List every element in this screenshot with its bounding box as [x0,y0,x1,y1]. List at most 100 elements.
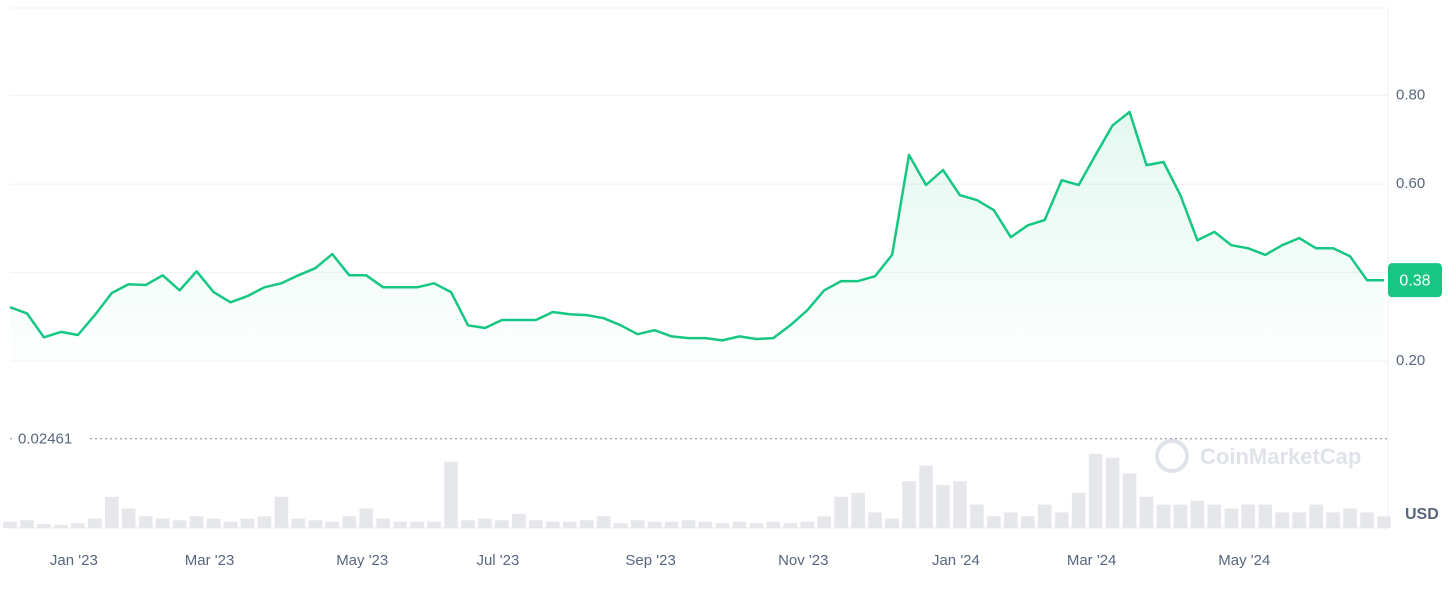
volume-bar [71,523,85,528]
volume-bar [274,496,289,528]
x-tick-label: Jul '23 [476,552,519,569]
y-tick-label: 0.20 [1396,352,1425,369]
volume-bar [189,516,204,528]
volume-bar [206,518,221,528]
price-badge-label: 0.38 [1399,272,1430,289]
volume-bar [512,513,526,528]
volume-bar [1156,504,1171,528]
y-tick-label: 0.60 [1396,175,1425,192]
x-tick-label: May '24 [1218,552,1270,569]
x-tick-label: Nov '23 [778,552,828,569]
volume-bar [1360,512,1374,528]
volume-bar [1020,516,1035,528]
volume-bar [902,481,916,528]
watermark-text: CoinMarketCap [1200,444,1361,469]
volume-bar [444,461,458,528]
volume-bar [732,521,747,528]
watermark: CoinMarketCap [1155,439,1361,473]
volume-bar [1326,512,1340,528]
volume-bar [427,521,441,528]
volume-bar [715,523,730,528]
x-tick-label: Mar '24 [1067,552,1117,569]
volume-bar [495,520,509,528]
x-tick-label: Mar '23 [185,552,235,569]
x-tick-label: Jan '23 [50,552,98,569]
volume-bar [1004,512,1018,528]
volume-bar [37,524,51,528]
volume-bar [104,496,119,528]
volume-bar [647,521,662,528]
y-tick-label: 0.80 [1396,87,1425,104]
volume-bar [3,521,17,528]
volume-bar [172,520,187,528]
volume-bar [596,516,611,528]
volume-bar [868,512,882,528]
volume-bar [20,520,34,528]
x-tick-label: May '23 [336,552,388,569]
volume-bar [783,523,798,528]
volume-bar [325,521,340,528]
volume-bar [834,496,848,528]
volume-bar [529,520,543,528]
volume-bar [376,518,390,528]
volume-bar [1292,512,1306,528]
volume-bar [1054,512,1069,528]
volume-bar [410,521,424,528]
volume-bar [919,465,933,528]
volume-bar [1173,504,1188,528]
volume-bar [1037,504,1052,528]
volume-bar [613,523,628,528]
volume-bar [851,492,865,528]
volume-bar [88,518,102,528]
volume-bar [698,521,713,528]
watermark-logo [1155,439,1189,473]
volume-bar [562,521,577,528]
volume-bar [817,516,832,528]
volume-bar [1122,473,1137,528]
volume-bar [1088,453,1103,528]
volume-bar [1105,457,1120,528]
volume-bar [987,516,1001,528]
min-label-bg [12,427,88,450]
volume-bar [1258,504,1273,528]
volume-bar [155,518,170,528]
price-line [9,110,1384,342]
volume-bar [393,521,407,528]
volume-bar [1275,512,1290,528]
volume-bar [1377,516,1391,528]
volume-bar [308,520,323,528]
volume-bar [240,518,255,528]
volume-bar [1343,508,1357,528]
volume-bar [478,518,492,528]
volume-bar [223,521,238,528]
volume-bar [461,520,475,528]
volume-bar [749,523,764,528]
volume-bar [1207,504,1222,528]
volume-bar [1139,496,1154,528]
volume-bar [342,516,357,528]
volume-bar [1190,500,1205,528]
volume-bar [291,518,306,528]
price-badge [1388,263,1442,298]
volume-bar [970,504,984,528]
volume-bar [138,516,153,528]
volume-bar [546,521,560,528]
volume-bar [121,508,136,528]
volume-bar [257,516,272,528]
volume-bar [1309,504,1323,528]
volume-bar [1241,504,1256,528]
volume-bar [579,520,594,528]
volume-bar [664,521,679,528]
min-label: 0.02461 [18,431,72,448]
volume-bar [1071,492,1086,528]
volume-bar [1224,508,1239,528]
volume-bar [953,481,967,528]
volume-bar [54,524,68,528]
x-tick-label: Jan '24 [932,552,980,569]
currency-label: USD [1405,506,1439,523]
volume-bar [359,508,374,528]
volume-bar [630,520,645,528]
price-area [10,112,1384,362]
volume-bar [681,520,696,528]
